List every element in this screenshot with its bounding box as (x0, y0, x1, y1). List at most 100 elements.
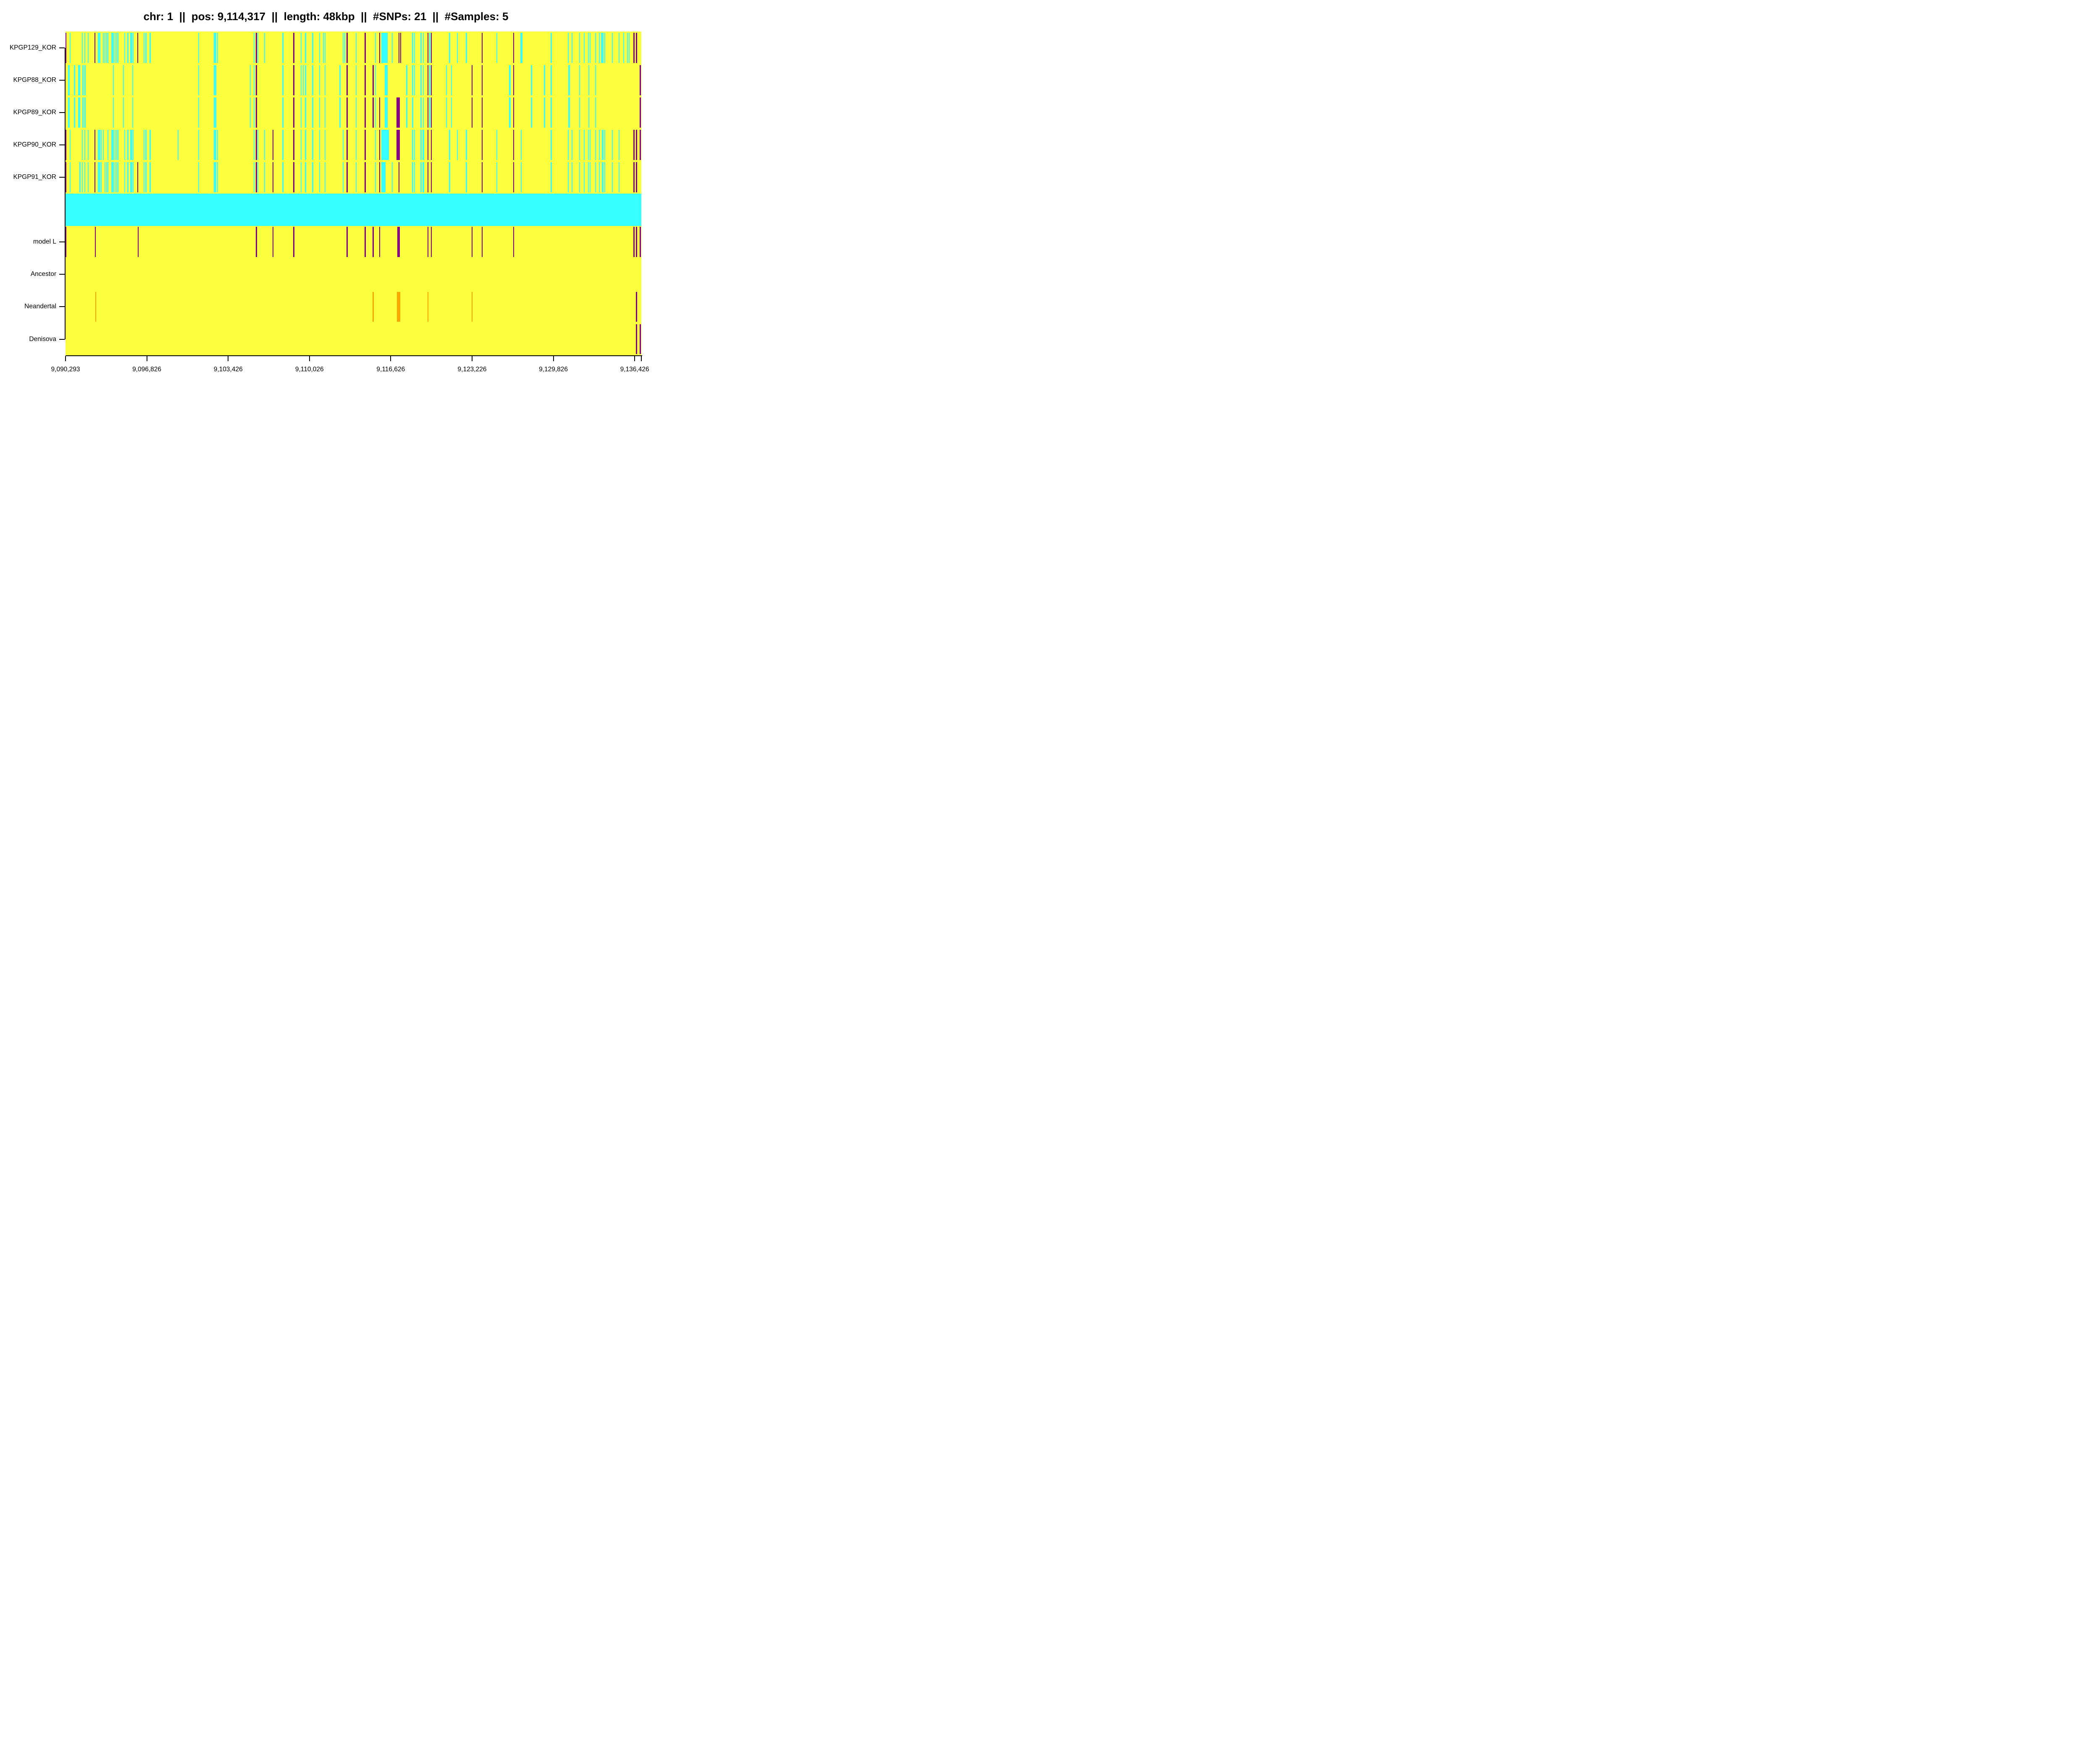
snp-line (88, 130, 89, 160)
snp-line (346, 97, 348, 128)
x-axis-tick-labels: 9,090,293 9,096,826 9,103,426 9,110,026 9,11… (51, 366, 649, 374)
snp-line (446, 97, 447, 128)
snp-line (412, 162, 414, 192)
x-tick (553, 356, 554, 361)
snp-line (303, 65, 304, 95)
snp-line (373, 97, 374, 128)
snp-line (406, 65, 407, 95)
y-tick (59, 47, 65, 48)
snp-line (629, 33, 630, 63)
snp-line (595, 97, 596, 128)
snp-line (379, 130, 381, 160)
snp-line (70, 162, 71, 192)
snp-line (633, 227, 635, 257)
snp-line (588, 97, 590, 128)
snp-line (568, 97, 570, 128)
snp-line (137, 227, 139, 257)
snp-line (198, 130, 200, 160)
snp-line (520, 130, 522, 160)
snp-line (217, 162, 218, 192)
snp-line (88, 162, 89, 192)
snp-line (264, 33, 265, 63)
snp-line (623, 33, 625, 63)
snp-line (257, 130, 259, 160)
snp-line (509, 97, 511, 128)
target-haplotype-band (65, 193, 642, 226)
snp-line (78, 65, 80, 95)
row-label: Denisova (29, 335, 56, 343)
snp-line (150, 33, 151, 63)
x-tick-label: 9,103,426 (213, 366, 243, 373)
snp-line (513, 130, 514, 160)
x-axis-line (65, 355, 642, 357)
snp-line (590, 130, 591, 160)
snp-line (94, 33, 96, 63)
sample-row-denisova (65, 323, 642, 356)
snp-line (282, 65, 284, 95)
snp-line (551, 130, 552, 160)
snp-line (84, 97, 86, 128)
sample-row-kpgp89_kor (65, 96, 642, 129)
snp-line (633, 33, 635, 63)
snp-line (300, 65, 302, 95)
snp-line (451, 65, 452, 95)
y-tick (59, 339, 65, 340)
snp-line (249, 97, 251, 128)
snp-line (124, 162, 126, 192)
snp-line (375, 97, 376, 128)
snp-line (111, 33, 114, 63)
snp-line (130, 130, 133, 160)
x-tick-label: 9,110,026 (295, 366, 324, 373)
snp-line (100, 130, 102, 160)
snp-line (145, 130, 147, 160)
snp-line (618, 130, 620, 160)
snp-line (115, 33, 116, 63)
snp-line (102, 33, 104, 63)
snp-line (391, 33, 393, 63)
snp-line (256, 33, 257, 63)
snp-line (312, 162, 314, 192)
snp-line (598, 162, 600, 192)
snp-line (106, 33, 107, 63)
snp-line (123, 65, 124, 95)
snp-line (346, 227, 348, 257)
snp-line (305, 130, 306, 160)
snp-line (430, 97, 432, 128)
snp-line (254, 130, 255, 160)
snp-line (82, 65, 84, 95)
snp-line (127, 33, 129, 63)
snp-line (305, 65, 306, 95)
snp-line (457, 130, 458, 160)
row-label: KPGP129_KOR (9, 44, 56, 51)
snp-line (595, 162, 596, 192)
snp-line (412, 33, 414, 63)
snp-line (446, 65, 447, 95)
snp-line (137, 162, 138, 192)
snp-line (214, 130, 216, 160)
snp-line (451, 97, 452, 128)
snp-line (496, 33, 498, 63)
x-tick (309, 356, 310, 361)
snp-line (568, 33, 569, 63)
snp-line (312, 33, 314, 63)
y-tick (59, 306, 65, 307)
snp-line (583, 33, 585, 63)
snp-line (74, 65, 75, 95)
snp-line (636, 227, 637, 257)
snp-line (132, 65, 133, 95)
snp-line (94, 227, 96, 257)
snp-line (113, 97, 114, 128)
snp-line (379, 33, 381, 63)
snp-line (636, 162, 637, 192)
snp-line (496, 130, 498, 160)
snp-line (513, 227, 514, 257)
snp-line (544, 65, 545, 95)
row-label: KPGP90_KOR (13, 141, 56, 149)
snp-line (595, 130, 596, 160)
snp-line (282, 97, 284, 128)
snp-line (82, 97, 84, 128)
snp-line (568, 65, 570, 95)
snp-line (323, 33, 324, 63)
x-tick (65, 356, 66, 361)
row-label: Neandertal (24, 303, 56, 310)
